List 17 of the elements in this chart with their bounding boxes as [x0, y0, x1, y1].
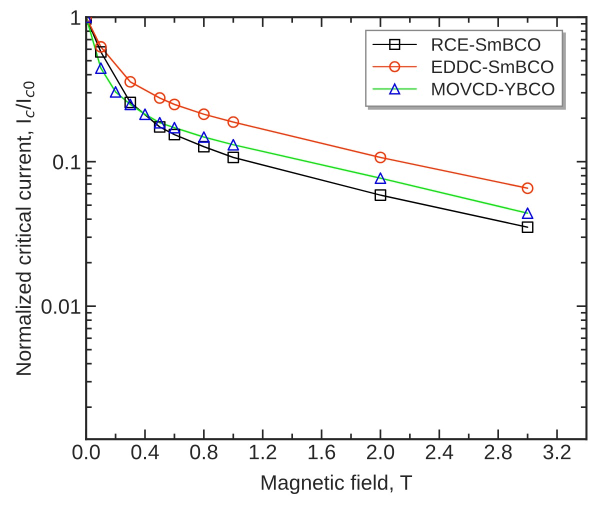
x-tick-label: 2.4 [426, 444, 454, 460]
x-tick-label: 0.0 [72, 444, 100, 460]
legend-label: EDDC-SmBCO [432, 60, 554, 74]
y-axis-title: Normalized critical current, I$_{c}$/I$_{c0}$ [16, 81, 34, 375]
x-tick-label: 0.8 [190, 444, 218, 460]
legend-label: RCE-SmBCO [432, 38, 540, 51]
y-tick-label: 0.01 [42, 299, 80, 314]
legend-label: MOVCD-YBCO [432, 82, 554, 96]
x-tick-label: 0.4 [131, 444, 159, 460]
y-tick-label: 1 [71, 10, 80, 25]
x-axis-title: Magnetic field, T [262, 474, 412, 494]
x-tick-label: 1.2 [250, 444, 276, 460]
y-tick-label: 0.1 [53, 154, 80, 170]
x-tick-label: 3.2 [543, 444, 570, 460]
x-tick-label: 2.0 [367, 444, 394, 460]
x-tick-label: 1.6 [308, 444, 336, 460]
x-tick-label: 2.8 [484, 444, 512, 460]
